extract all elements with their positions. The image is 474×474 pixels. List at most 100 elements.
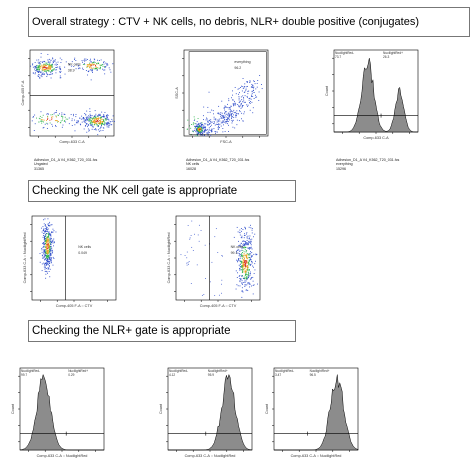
event-dot — [249, 82, 251, 84]
event-dot — [247, 247, 249, 249]
event-dot — [238, 275, 240, 277]
event-dot — [223, 107, 225, 108]
event-dot — [211, 109, 213, 111]
event-dot — [244, 95, 246, 97]
event-dot — [71, 118, 73, 120]
event-dot — [49, 66, 51, 68]
event-dot — [238, 264, 240, 266]
event-dot — [47, 61, 49, 63]
event-dot — [47, 252, 49, 254]
event-dot — [247, 105, 249, 107]
event-dot — [85, 118, 87, 120]
event-dot — [83, 62, 85, 64]
event-dot — [86, 58, 88, 60]
event-dot — [249, 97, 251, 99]
event-dot — [100, 122, 102, 124]
event-dot — [204, 123, 206, 125]
event-dot — [51, 117, 53, 119]
event-dot — [243, 254, 245, 256]
event-dot — [241, 252, 243, 254]
event-dot — [200, 126, 202, 128]
event-dot — [232, 126, 234, 128]
event-dot — [189, 125, 190, 127]
event-dot — [243, 264, 244, 266]
event-dot — [217, 126, 219, 127]
event-dot — [240, 261, 242, 263]
event-dot — [211, 121, 213, 123]
event-dot — [98, 67, 100, 69]
event-dot — [90, 65, 92, 67]
event-dot — [227, 123, 229, 125]
event-dot — [85, 124, 87, 126]
event-dot — [46, 238, 48, 240]
event-dot — [98, 113, 100, 115]
event-dot — [252, 95, 254, 97]
event-dot — [97, 62, 99, 64]
event-dot — [45, 72, 47, 74]
event-dot — [219, 113, 221, 115]
event-dot — [193, 116, 195, 118]
event-dot — [95, 116, 97, 118]
event-dot — [246, 274, 248, 276]
event-dot — [105, 62, 107, 64]
event-dot — [211, 261, 213, 263]
event-dot — [227, 114, 229, 116]
event-dot — [43, 242, 45, 244]
event-dot — [49, 61, 51, 63]
event-dot — [241, 261, 242, 263]
event-dot — [100, 116, 102, 118]
event-dot — [250, 98, 252, 100]
event-dot — [221, 112, 223, 114]
event-dot — [46, 249, 48, 251]
event-dot — [248, 254, 250, 256]
event-dot — [187, 128, 188, 130]
event-dot — [249, 80, 251, 82]
event-dot — [46, 246, 47, 248]
event-dot — [222, 131, 224, 133]
event-dot — [249, 102, 250, 104]
event-dot — [91, 67, 93, 69]
event-dot — [222, 116, 224, 118]
event-dot — [45, 69, 47, 71]
event-dot — [97, 134, 99, 136]
event-dot — [196, 125, 198, 126]
event-dot — [89, 63, 91, 65]
event-dot — [106, 119, 107, 121]
event-dot — [244, 254, 246, 256]
event-dot — [186, 251, 188, 253]
event-dot — [45, 62, 47, 64]
event-dot — [75, 63, 77, 65]
event-dot — [217, 123, 219, 125]
event-dot — [59, 68, 61, 70]
event-dot — [48, 271, 50, 272]
event-dot — [107, 121, 109, 123]
event-dot — [243, 261, 245, 263]
event-dot — [253, 86, 255, 88]
event-dot — [221, 100, 223, 102]
event-dot — [68, 123, 70, 125]
event-dot — [251, 232, 253, 234]
event-dot — [248, 237, 250, 239]
event-dot — [43, 255, 45, 257]
event-dot — [55, 120, 57, 122]
event-dot — [44, 267, 46, 269]
event-dot — [100, 121, 102, 123]
event-dot — [210, 130, 212, 132]
event-dot — [243, 246, 245, 248]
event-dot — [48, 61, 50, 63]
event-dot — [228, 100, 230, 102]
event-dot — [249, 278, 251, 280]
event-dot — [52, 114, 54, 116]
event-dot — [48, 267, 50, 269]
event-dot — [199, 130, 200, 131]
y-axis-label: Count — [11, 403, 15, 414]
event-dot — [238, 255, 240, 257]
event-dot — [243, 244, 245, 246]
gate-pos-label: NucilightRed+ — [310, 369, 330, 373]
event-dot — [193, 130, 195, 131]
event-dot — [232, 119, 234, 121]
event-dot — [39, 77, 41, 79]
caption-filename: Adhesion_D1_A V4_K562_T20_031.fcs — [336, 158, 400, 162]
event-dot — [251, 238, 253, 240]
event-dot — [51, 66, 53, 68]
